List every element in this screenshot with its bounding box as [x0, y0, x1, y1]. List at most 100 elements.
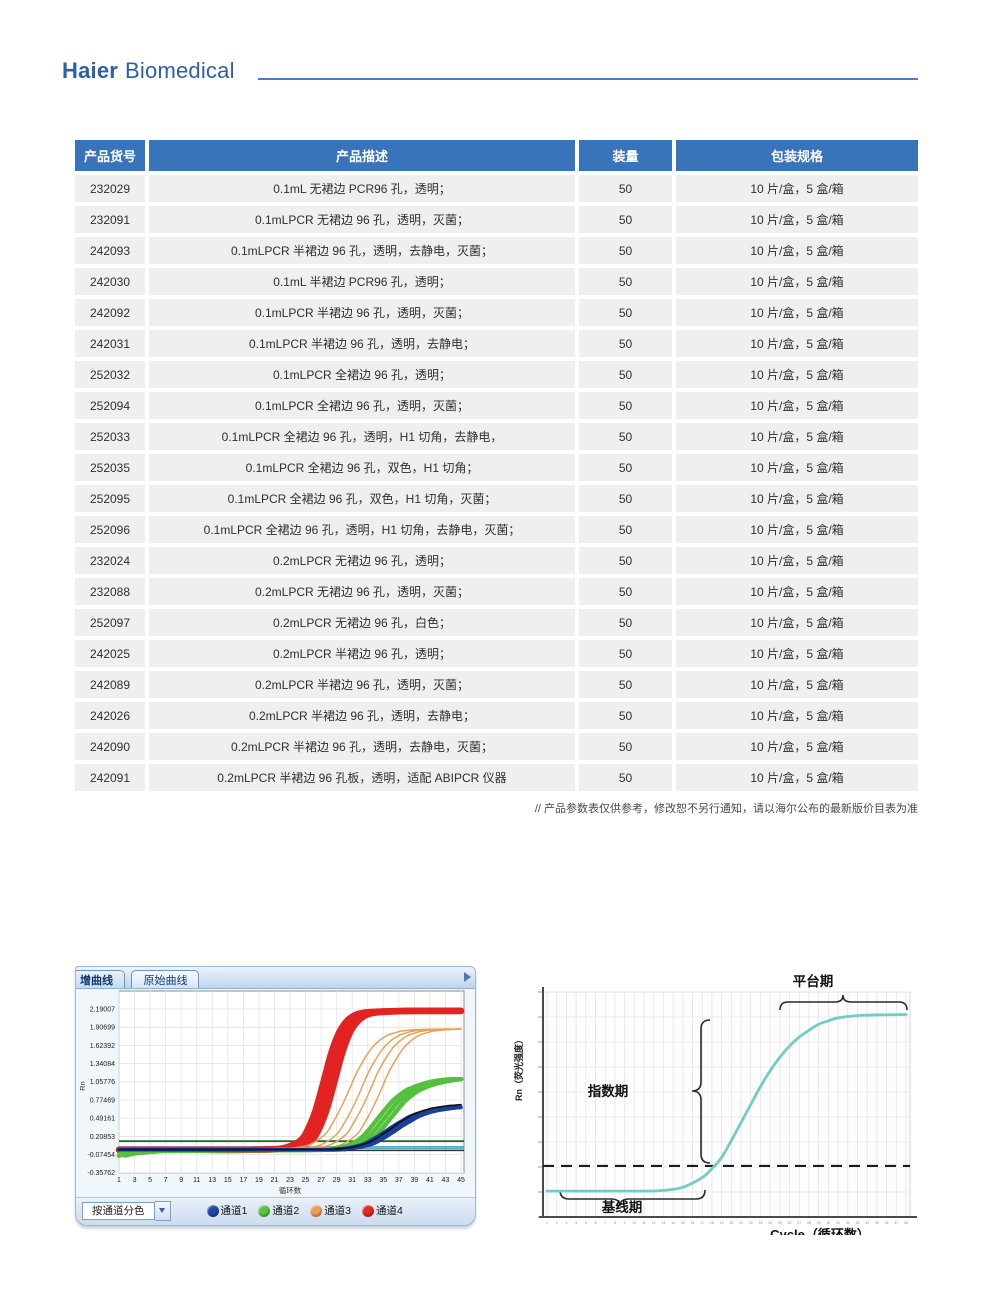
table-row: 232088 0.2mLPCR 无裙边 96 孔，透明，灭菌； 50 10 片/盒，5… — [75, 578, 918, 605]
cell-packing: 10 片/盒，5 盒/箱 — [676, 609, 918, 636]
cell-code: 252096 — [75, 516, 145, 543]
qpcr-toolbar: 按通道分色 通道1 通道2 通道3 通道4 — [76, 1197, 475, 1225]
table-row: 252094 0.1mLPCR 全裙边 96 孔，透明，灭菌； 50 10 片/盒，5… — [75, 392, 918, 419]
x-tick-label: 11 — [642, 1221, 646, 1225]
cell-quantity: 50 — [579, 392, 672, 419]
x-tick-label: 21 — [271, 1177, 279, 1184]
cell-code: 252097 — [75, 609, 145, 636]
cell-packing: 10 片/盒，5 盒/箱 — [676, 392, 918, 419]
x-tick-label: 11 — [193, 1177, 200, 1184]
cell-quantity: 50 — [579, 237, 672, 264]
cell-description: 0.1mLPCR 半裙边 96 孔，透明，去静电； — [149, 330, 575, 357]
cell-packing: 10 片/盒，5 盒/箱 — [676, 485, 918, 512]
cell-code: 242090 — [75, 733, 145, 760]
cell-packing: 10 片/盒，5 盒/箱 — [676, 361, 918, 388]
cell-quantity: 50 — [579, 206, 672, 233]
x-tick-label: 1 — [117, 1177, 121, 1184]
qpcr-plot-area: 1 3 5 7 9 11 13 15 17 19 21 23 25 27 29 31 33 35 37 39 41 43 4… — [76, 989, 475, 1197]
cell-quantity: 50 — [579, 640, 672, 667]
cell-description: 0.1mLPCR 半裙边 96 孔，透明，灭菌； — [149, 299, 575, 326]
cell-code: 232091 — [75, 206, 145, 233]
x-tick-label: 21 — [739, 1221, 743, 1225]
x-tick-label: 1 — [546, 1221, 548, 1225]
cell-description: 0.2mLPCR 半裙边 96 孔，透明，去静电，灭菌； — [149, 733, 575, 760]
x-tick-label: 2 — [556, 1221, 558, 1225]
cell-quantity: 50 — [579, 299, 672, 326]
cell-code: 242089 — [75, 671, 145, 698]
cell-quantity: 50 — [579, 733, 672, 760]
table-row: 232024 0.2mLPCR 无裙边 96 孔，透明； 50 10 片/盒，5 盒/… — [75, 547, 918, 574]
legend-label: 通道3 — [324, 1205, 352, 1217]
cell-code: 232029 — [75, 175, 145, 202]
color-mode-dropdown[interactable]: 按通道分色 — [82, 1201, 155, 1220]
x-tick-label: 35 — [875, 1221, 879, 1225]
qpcr-tabstrip: 增曲线 原始曲线 — [76, 967, 475, 989]
cell-description: 0.1mLPCR 无裙边 96 孔，透明，灭菌； — [149, 206, 575, 233]
table-row: 242030 0.1mL 半裙边 PCR96 孔，透明； 50 10 片/盒，5 盒/… — [75, 268, 918, 295]
y-tick-label: 0.20853 — [90, 1134, 115, 1141]
x-tick-label: 18 — [710, 1221, 714, 1225]
cell-code: 242092 — [75, 299, 145, 326]
y-tick-label: 1.90699 — [90, 1025, 115, 1032]
brand-biomedical: Biomedical — [125, 58, 235, 83]
dropdown-arrow-button[interactable] — [154, 1200, 171, 1221]
cell-packing: 10 片/盒，5 盒/箱 — [676, 423, 918, 450]
x-tick-label: 25 — [302, 1177, 310, 1184]
x-tick-label: 19 — [720, 1221, 724, 1225]
tab-raw-curve[interactable]: 原始曲线 — [131, 970, 200, 988]
cell-description: 0.2mLPCR 半裙边 96 孔板，透明，适配 ABIPCR 仪器 — [149, 764, 575, 791]
x-tick-label: 31 — [348, 1177, 356, 1184]
x-tick-label: 7 — [164, 1177, 168, 1184]
table-row: 242092 0.1mLPCR 半裙边 96 孔，透明，灭菌； 50 10 片/盒，5… — [75, 299, 918, 326]
table-row: 252035 0.1mLPCR 全裙边 96 孔，双色，H1 切角； 50 10 片/… — [75, 454, 918, 481]
y-tick-label: 2.19007 — [90, 1006, 115, 1013]
table-row: 252095 0.1mLPCR 全裙边 96 孔，双色，H1 切角，灭菌； 50 10… — [75, 485, 918, 512]
plateau-brace — [779, 994, 908, 1011]
x-tick-label: 8 — [614, 1221, 616, 1225]
cell-description: 0.2mLPCR 无裙边 96 孔，透明，灭菌； — [149, 578, 575, 605]
x-tick-label: 29 — [333, 1177, 341, 1184]
x-tick-label: 15 — [681, 1221, 685, 1225]
legend-item: 通道1 — [206, 1203, 248, 1218]
annotation-braces — [559, 994, 908, 1207]
dropdown-value: 按通道分色 — [92, 1204, 145, 1217]
schematic-plot: 1 2 3 4 5 6 7 8 9 10 11 12 13 14 15 16 17 18 19 20 21 22 23 24 2… — [513, 973, 917, 1235]
legend-label: 通道1 — [220, 1205, 248, 1217]
cell-description: 0.1mLPCR 半裙边 96 孔，透明，去静电，灭菌； — [149, 237, 575, 264]
x-tick-label: 45 — [457, 1177, 465, 1184]
cell-code: 232088 — [75, 578, 145, 605]
tab-amplification-curve[interactable]: 增曲线 — [76, 970, 125, 988]
legend-label: 通道4 — [376, 1205, 403, 1217]
x-tick-label: 17 — [239, 1177, 247, 1184]
y-tick-label: 1.34084 — [90, 1061, 115, 1068]
product-table-body: 232029 0.1mL 无裙边 PCR96 孔，透明； 50 10 片/盒，5 盒/… — [75, 175, 918, 791]
qpcr-plot: 1 3 5 7 9 11 13 15 17 19 21 23 25 27 29 31 33 35 37 39 41 43 4… — [78, 990, 465, 1195]
channel-color-icon — [310, 1204, 323, 1217]
cell-code: 242091 — [75, 764, 145, 791]
tab-scroll-icon[interactable] — [464, 972, 471, 982]
cell-quantity: 50 — [579, 454, 672, 481]
x-tick-label: 27 — [797, 1221, 801, 1225]
cell-packing: 10 片/盒，5 盒/箱 — [676, 733, 918, 760]
cell-description: 0.1mLPCR 全裙边 96 孔，双色，H1 切角，灭菌； — [149, 485, 575, 512]
exponential-brace — [691, 1019, 711, 1164]
x-tick-label: 35 — [379, 1177, 387, 1184]
x-tick-label: 43 — [442, 1177, 450, 1184]
cell-quantity: 50 — [579, 361, 672, 388]
column-header: 包装规格 — [676, 140, 918, 171]
cell-packing: 10 片/盒，5 盒/箱 — [676, 454, 918, 481]
x-tick-label: 4 — [575, 1221, 577, 1225]
cell-packing: 10 片/盒，5 盒/箱 — [676, 516, 918, 543]
x-tick-label: 31 — [836, 1221, 840, 1225]
cell-description: 0.1mLPCR 全裙边 96 孔，透明，H1 切角，去静电，灭菌； — [149, 516, 575, 543]
x-tick-label: 10 — [632, 1221, 636, 1225]
x-tick-label: 24 — [768, 1221, 772, 1225]
x-tick-label: 20 — [729, 1221, 733, 1225]
cell-code: 232024 — [75, 547, 145, 574]
cell-packing: 10 片/盒，5 盒/箱 — [676, 268, 918, 295]
cell-description: 0.2mLPCR 半裙边 96 孔，透明； — [149, 640, 575, 667]
x-tick-label: 30 — [826, 1221, 830, 1225]
cell-code: 252033 — [75, 423, 145, 450]
cell-description: 0.1mLPCR 全裙边 96 孔，透明，H1 切角，去静电， — [149, 423, 575, 450]
legend-item: 通道4 — [362, 1203, 403, 1218]
